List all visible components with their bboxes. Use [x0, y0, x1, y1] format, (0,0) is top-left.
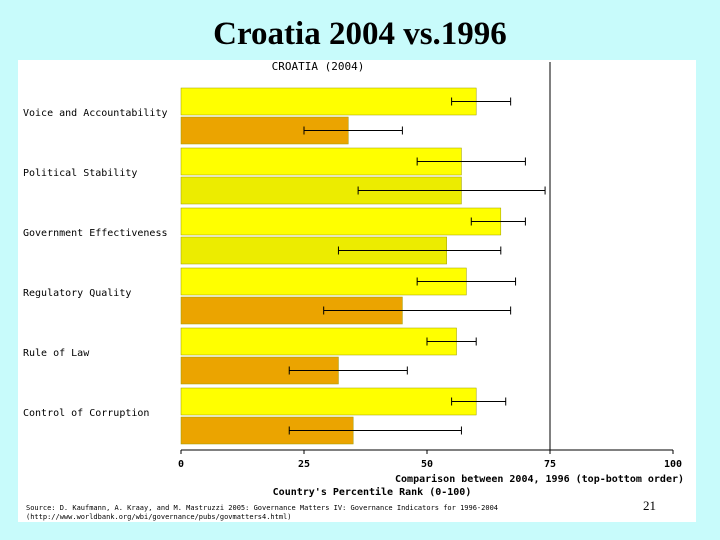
chart-panel: CROATIA (2004) Voice and Accountability P…	[18, 60, 696, 522]
x-tick-label-25: 25	[298, 459, 310, 470]
error-bar-group	[288, 97, 546, 435]
bar-group	[180, 87, 502, 445]
category-label-political-stability: Political Stability	[23, 168, 137, 179]
category-label-voice-and-accountability: Voice and Accountability	[23, 108, 168, 119]
category-label-control-of-corruption: Control of Corruption	[23, 408, 149, 419]
source-url: (http://www.worldbank.org/wbi/governance…	[26, 513, 292, 521]
page-number: 21	[643, 498, 656, 513]
chart-title: CROATIA (2004)	[272, 60, 365, 73]
x-tick-label-0: 0	[178, 459, 184, 470]
bar-2004-rule-of-law	[180, 327, 457, 356]
governance-bar-chart: CROATIA (2004) Voice and Accountability P…	[23, 60, 684, 521]
category-label-government-effectiveness: Government Effectiveness	[23, 228, 168, 239]
source-citation: Source: D. Kaufmann, A. Kraay, and M. Ma…	[26, 504, 498, 512]
x-tick-label-50: 50	[421, 459, 433, 470]
bar-2004-voice-and-accountability	[180, 87, 477, 116]
x-tick-label-75: 75	[544, 459, 556, 470]
category-label-rule-of-law: Rule of Law	[23, 348, 90, 359]
x-axis-label: Country's Percentile Rank (0-100)	[273, 486, 472, 498]
bar-2004-political-stability	[180, 147, 462, 176]
category-labels: Voice and Accountability Political Stabil…	[23, 108, 168, 419]
comparison-note: Comparison between 2004, 1996 (top-botto…	[395, 473, 684, 485]
bar-2004-government-effectiveness	[180, 207, 502, 236]
slide-title: Croatia 2004 vs.1996	[213, 16, 507, 52]
x-tick-label-100: 100	[664, 459, 682, 470]
x-axis-ticks: 0 25 50 75 100	[178, 450, 682, 470]
category-label-regulatory-quality: Regulatory Quality	[23, 288, 131, 299]
bar-2004-control-of-corruption	[180, 387, 477, 416]
